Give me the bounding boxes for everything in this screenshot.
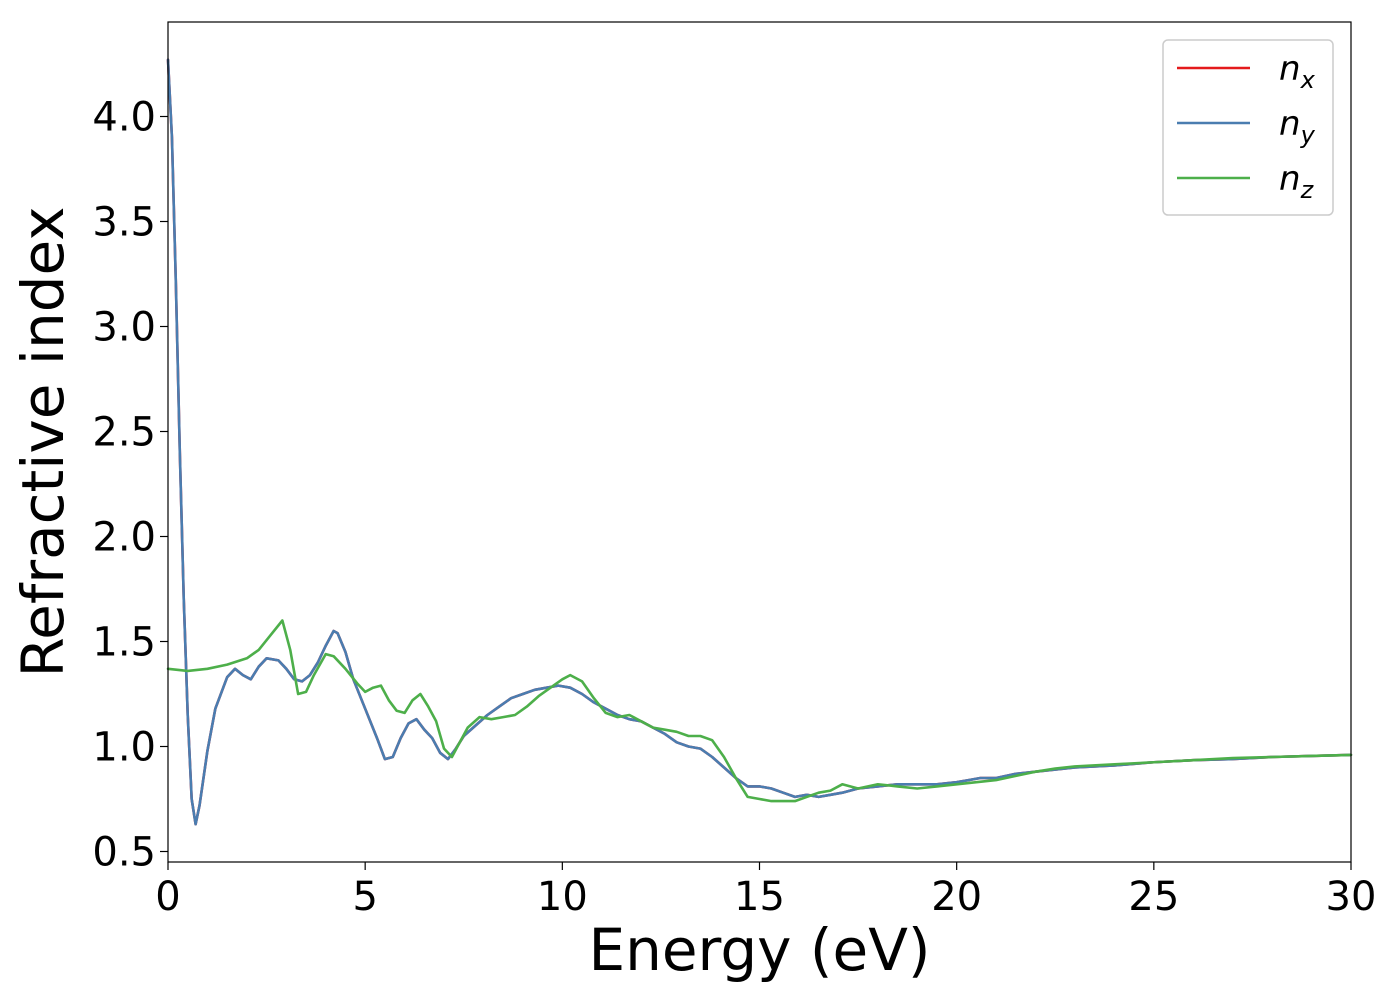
x-tick-label: 0 — [155, 874, 180, 920]
legend-frame — [1162, 39, 1334, 216]
y-tick-label: 0.5 — [92, 830, 156, 876]
y-tick-label: 2.0 — [92, 515, 156, 561]
y-tick-label: 3.5 — [92, 200, 156, 246]
y-tick-label: 1.5 — [92, 620, 156, 666]
x-tick-label: 5 — [352, 874, 377, 920]
x-axis-title: Energy (eV) — [588, 916, 930, 984]
y-tick-label: 2.5 — [92, 410, 156, 456]
x-tick-label: 25 — [1128, 874, 1179, 920]
x-tick-label: 20 — [931, 874, 982, 920]
x-tick-label: 30 — [1326, 874, 1377, 920]
y-tick-label: 4.0 — [92, 95, 156, 141]
x-tick-label: 10 — [537, 874, 588, 920]
legend: nx ny nz — [1162, 39, 1334, 216]
series-layer — [166, 58, 1353, 826]
series-line-z — [166, 619, 1353, 803]
legend-label-x: nx — [1279, 49, 1316, 94]
y-axis-title: Refractive index — [9, 206, 77, 677]
y-tick-label: 1.0 — [92, 725, 156, 771]
legend-label-y: ny — [1279, 104, 1316, 149]
series-line-y — [166, 58, 1353, 826]
y-tick-label: 3.0 — [92, 305, 156, 351]
x-tick-label: 15 — [734, 874, 785, 920]
x-axis: 0 5 10 15 20 25 30 — [155, 862, 1376, 920]
plot-background — [168, 22, 1351, 862]
y-axis: 0.5 1.0 1.5 2.0 2.5 3.0 3.5 4.0 — [92, 95, 168, 876]
legend-label-z: nz — [1279, 159, 1315, 204]
